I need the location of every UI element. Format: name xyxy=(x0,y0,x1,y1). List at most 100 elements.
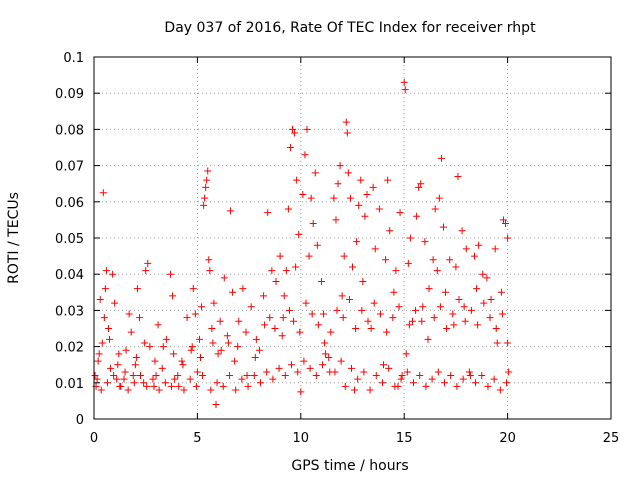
data-point xyxy=(462,245,470,253)
data-point xyxy=(278,332,286,340)
y-tick-label: 0.06 xyxy=(55,196,84,211)
data-point xyxy=(256,379,264,387)
x-tick-label: 10 xyxy=(293,431,310,446)
data-points xyxy=(91,78,513,409)
data-point xyxy=(302,299,310,307)
data-point xyxy=(132,353,140,361)
data-point xyxy=(421,238,429,246)
data-point xyxy=(339,314,347,322)
y-tick-label: 0.04 xyxy=(55,268,84,283)
data-point xyxy=(174,372,182,380)
data-point xyxy=(276,252,284,260)
data-point xyxy=(234,343,242,351)
data-point xyxy=(235,317,243,325)
data-point xyxy=(289,125,297,133)
data-point xyxy=(308,310,316,318)
data-point xyxy=(341,382,349,390)
data-point xyxy=(363,191,371,199)
data-point xyxy=(281,372,289,380)
data-point xyxy=(290,317,298,325)
data-point xyxy=(443,325,451,332)
data-point xyxy=(337,357,345,365)
data-point xyxy=(479,270,487,278)
data-point xyxy=(260,292,268,300)
data-point xyxy=(314,321,322,329)
data-point xyxy=(244,382,252,390)
data-point xyxy=(287,361,295,369)
data-point xyxy=(158,364,166,372)
data-point xyxy=(121,368,129,376)
data-point xyxy=(345,296,353,304)
data-point xyxy=(366,386,374,394)
data-point xyxy=(100,314,108,322)
data-point xyxy=(496,386,504,394)
data-point xyxy=(251,353,259,361)
data-point xyxy=(433,267,441,275)
data-point xyxy=(343,129,351,137)
data-point xyxy=(109,270,117,278)
data-point xyxy=(307,194,315,202)
data-point xyxy=(122,346,130,354)
data-point xyxy=(437,154,445,162)
data-point xyxy=(297,388,305,396)
data-point xyxy=(202,183,210,191)
data-point xyxy=(349,263,356,271)
data-point xyxy=(224,339,232,347)
data-point xyxy=(295,230,303,238)
data-point xyxy=(203,176,211,184)
data-point xyxy=(378,379,386,387)
data-point xyxy=(361,212,369,220)
data-point xyxy=(137,372,145,380)
data-point xyxy=(449,310,457,318)
data-point xyxy=(299,191,307,199)
data-point xyxy=(398,372,406,380)
data-point xyxy=(188,343,196,351)
data-point xyxy=(455,296,463,304)
data-point xyxy=(480,299,488,307)
data-point xyxy=(106,335,114,343)
data-point xyxy=(418,317,426,325)
y-tick-label: 0.09 xyxy=(55,87,84,102)
data-point xyxy=(150,382,158,390)
data-point xyxy=(472,379,480,387)
data-point xyxy=(293,176,301,184)
y-tick-label: 0.01 xyxy=(55,377,84,392)
data-point xyxy=(352,325,360,332)
data-point xyxy=(351,386,359,394)
data-point xyxy=(408,317,416,325)
data-point xyxy=(505,368,513,376)
data-point xyxy=(149,375,157,383)
data-point xyxy=(396,209,404,217)
data-point xyxy=(359,277,367,285)
data-point xyxy=(171,375,179,383)
data-point xyxy=(453,382,461,390)
data-point xyxy=(303,125,311,133)
data-point xyxy=(161,379,169,387)
data-point xyxy=(486,314,494,322)
data-point xyxy=(430,314,438,322)
data-point xyxy=(376,310,384,318)
data-point xyxy=(333,306,341,314)
data-point xyxy=(144,259,152,267)
data-point xyxy=(312,372,320,380)
data-point xyxy=(391,382,399,390)
data-point xyxy=(223,332,231,340)
data-point xyxy=(497,288,505,296)
data-point xyxy=(502,220,510,228)
data-point xyxy=(504,339,512,347)
data-point xyxy=(397,375,405,383)
data-point xyxy=(206,267,214,275)
data-point xyxy=(198,303,206,311)
data-point xyxy=(332,216,340,224)
data-point xyxy=(490,375,498,383)
data-point xyxy=(212,401,220,409)
data-point xyxy=(141,339,149,347)
data-point xyxy=(357,176,365,184)
data-point xyxy=(129,372,137,380)
data-point xyxy=(225,372,233,380)
data-point xyxy=(354,375,362,383)
data-point xyxy=(168,382,176,390)
data-point xyxy=(390,288,398,296)
data-point xyxy=(389,314,397,322)
